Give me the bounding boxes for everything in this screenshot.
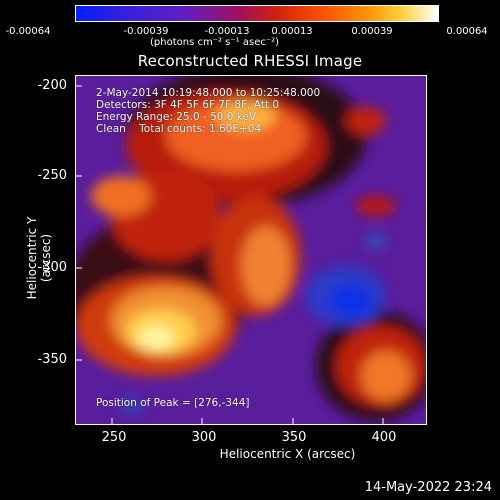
colorbar-tick-label: 0.00039 <box>351 26 393 37</box>
colorbar-tick-label: 0.00013 <box>271 26 313 37</box>
solar-image <box>76 76 426 424</box>
colorbar-tick-label: -0.00064 <box>5 26 51 37</box>
annotation-detectors: Detectors: 3F 4F 5F 6F 7F 8F, Att 0 <box>96 99 280 111</box>
y-tick-label: -250 <box>37 168 67 183</box>
colorbar-units: (photons cm⁻² s⁻¹ asec⁻²) <box>150 37 280 48</box>
x-tick-label: 400 <box>371 430 397 445</box>
annotation-time-range: 2-May-2014 10:19:48.000 to 10:25:48.000 <box>96 87 321 99</box>
plot-title: Reconstructed RHESSI Image <box>137 52 363 70</box>
annotation-peak-position: Position of Peak = [276,-344] <box>96 397 250 409</box>
annotation-clean: Clean Total counts: 1.60E+04 <box>96 123 262 135</box>
y-axis-label: Heliocentric Y (arcsec) <box>25 216 53 300</box>
y-tick-label: -200 <box>37 78 67 93</box>
colorbar-tick-label: -0.00013 <box>204 26 250 37</box>
colorbar <box>75 5 439 22</box>
annotation-energy: Energy Range: 25.0 - 50.0 keV <box>96 111 257 123</box>
timestamp: 14-May-2022 23:24 <box>364 480 492 495</box>
colorbar-tick-label: 0.00064 <box>446 26 488 37</box>
x-tick-label: 300 <box>191 430 217 445</box>
y-tick-label: -350 <box>37 352 67 367</box>
colorbar-tick-label: -0.00039 <box>123 26 169 37</box>
y-tick-label: -300 <box>37 260 67 275</box>
x-tick-label: 350 <box>281 430 307 445</box>
solar-image-plot <box>75 75 427 425</box>
x-tick-label: 250 <box>101 430 127 445</box>
x-axis-label: Heliocentric X (arcsec) <box>219 447 356 461</box>
